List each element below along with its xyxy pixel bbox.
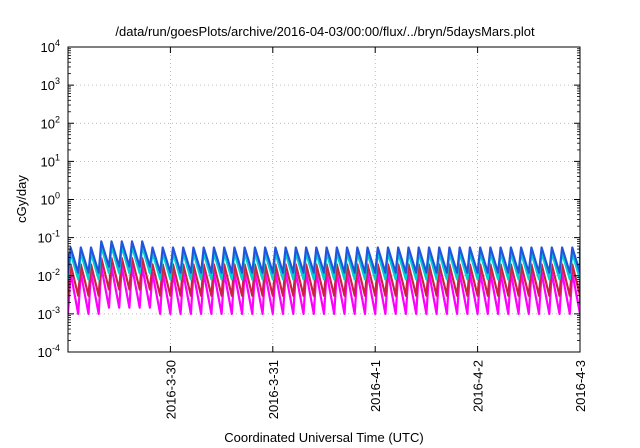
x-tick-label: 2016-4-2 (471, 360, 486, 412)
series-line (68, 240, 580, 274)
x-tick-label: 2016-4-3 (573, 360, 588, 412)
y-tick-label: 10-1 (38, 229, 60, 246)
y-tick-label: 102 (41, 114, 60, 131)
y-tick-label: 100 (41, 191, 60, 208)
y-tick-label: 104 (41, 38, 60, 55)
x-tick-label: 2016-4-1 (368, 360, 383, 412)
x-tick-label: 2016-3-30 (163, 360, 178, 419)
y-tick-label: 103 (41, 76, 60, 93)
y-tick-label: 10-4 (38, 343, 60, 360)
x-axis-label: Coordinated Universal Time (UTC) (224, 430, 423, 445)
y-axis-label: cGy/day (14, 175, 29, 223)
chart-title: /data/run/goesPlots/archive/2016-04-03/0… (115, 24, 535, 39)
y-tick-label: 10-3 (38, 305, 60, 322)
y-tick-label: 101 (41, 152, 60, 169)
y-axis: 10-4 10-3 10-2 10-1 100 101 102 103 104 (38, 38, 580, 360)
series-group (68, 240, 580, 315)
y-tick-label: 10-2 (38, 267, 60, 284)
x-tick-label: 2016-3-31 (266, 360, 281, 419)
series-line (68, 257, 580, 297)
x-axis: 2016-3-30 2016-3-31 2016-4-1 2016-4-2 2016-4… (163, 47, 588, 419)
